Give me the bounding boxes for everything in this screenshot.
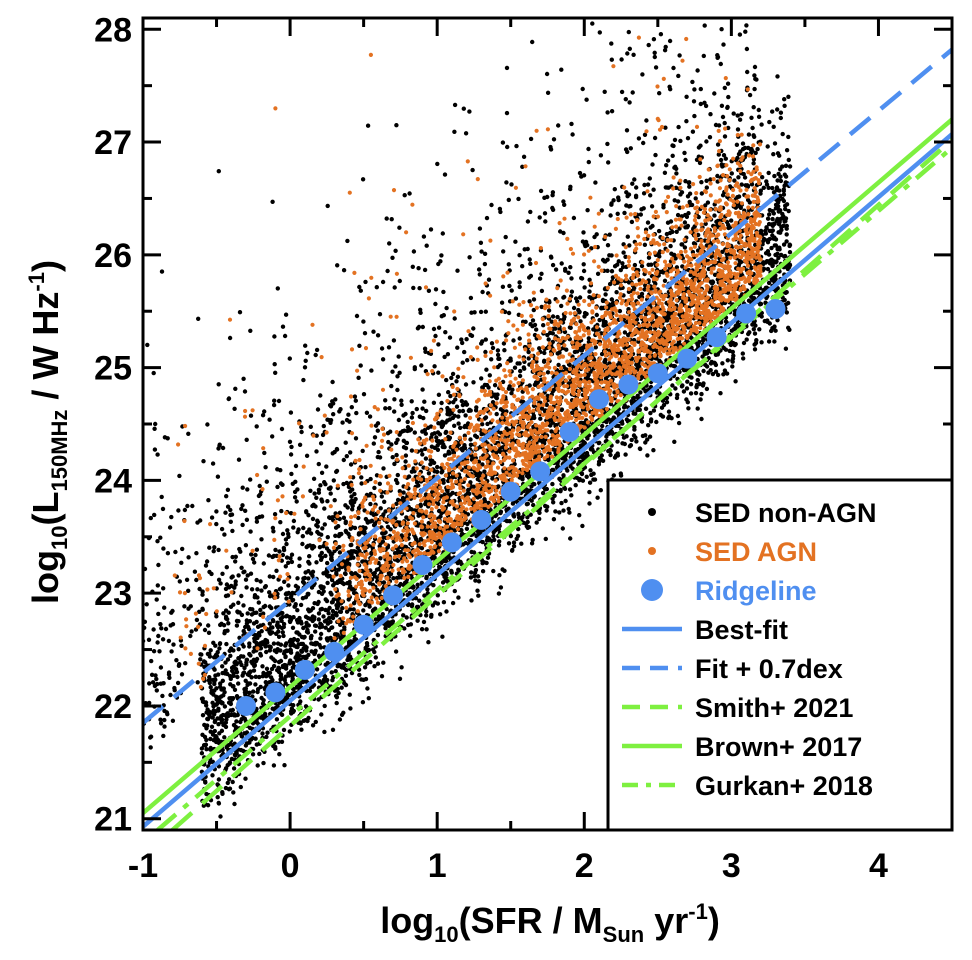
y-axis-title-mid2: / W Hz <box>25 292 66 410</box>
ridgeline-point <box>677 348 698 369</box>
x-axis-title-mid2: yr <box>644 900 688 941</box>
x-tick-label: 4 <box>869 847 888 885</box>
legend: SED non-AGN SED AGN Ridgeline Best-fit Fit +… <box>606 478 954 832</box>
x-axis-title: log10(SFR / MSun yr-1) <box>380 899 720 947</box>
x-tick-label: 0 <box>281 847 300 885</box>
x-tick-label: 1 <box>428 847 447 885</box>
legend-marker <box>648 547 656 555</box>
legend-label: SED non-AGN <box>695 498 877 528</box>
legend-item-best-fit: Best-fit <box>622 615 788 645</box>
y-axis-title-end: ) <box>25 260 66 272</box>
y-tick-label: 27 <box>94 124 132 162</box>
legend-label: SED AGN <box>695 537 817 567</box>
ridgeline-point <box>736 303 757 324</box>
ridgeline-point <box>383 585 404 606</box>
ridgeline-point <box>412 554 433 575</box>
y-axis-title: log10(L150MHz / W Hz-1) <box>24 260 72 604</box>
legend-label: Smith+ 2021 <box>695 693 853 723</box>
y-tick-label: 23 <box>94 575 132 613</box>
ridgeline-point <box>588 389 609 410</box>
ridgeline-point <box>618 374 639 395</box>
scatter-points <box>143 21 793 819</box>
x-axis-title-sup: -1 <box>688 899 708 924</box>
ridgeline-point <box>706 327 727 348</box>
y-tick-label: 24 <box>94 462 132 500</box>
legend-label: Best-fit <box>695 615 788 645</box>
ridgeline-point <box>353 614 374 635</box>
ridgeline-point <box>324 641 345 662</box>
ridgeline-point <box>530 461 551 482</box>
legend-item-fit-0-7dex: Fit + 0.7dex <box>622 654 843 684</box>
non-agn-points <box>143 21 793 819</box>
legend-label: Gurkan+ 2018 <box>695 771 873 801</box>
y-tick-label: 28 <box>94 11 132 49</box>
ridgeline-point <box>500 481 521 502</box>
x-tick-label: 3 <box>722 847 741 885</box>
ridgeline-points <box>235 298 786 716</box>
line-best-fit <box>143 132 952 829</box>
ridgeline-point <box>559 421 580 442</box>
x-axis-title-main: log <box>380 900 434 941</box>
y-axis-title-mid: (L <box>25 492 66 526</box>
x-axis-title-end: ) <box>708 900 720 941</box>
line-gurkan-2018 <box>156 145 952 830</box>
ridgeline-point <box>265 682 286 703</box>
x-tick-label: 2 <box>575 847 594 885</box>
y-tick-label: 25 <box>94 350 132 388</box>
x-axis-title-mid: (SFR / M <box>459 900 603 941</box>
ridgeline-point <box>765 298 786 319</box>
y-tick-label: 26 <box>94 237 132 275</box>
ridgeline-point <box>235 695 256 716</box>
ridgeline-point <box>294 659 315 680</box>
legend-label: Fit + 0.7dex <box>695 654 843 684</box>
ridgeline-point <box>441 532 462 553</box>
legend-marker <box>648 508 656 516</box>
y-axis-title-sub1: 10 <box>47 525 72 549</box>
legend-item-ridgeline: Ridgeline <box>641 576 817 606</box>
legend-label: Brown+ 2017 <box>695 732 862 762</box>
y-tick-label: 22 <box>94 688 132 726</box>
legend-item-sed-agn: SED AGN <box>648 537 817 567</box>
line-fit-0-7dex <box>143 47 952 725</box>
y-axis-title-sup: -1 <box>24 272 49 292</box>
y-tick-label: 21 <box>94 801 132 839</box>
ridgeline-point <box>647 363 668 384</box>
legend-item-brown-2017: Brown+ 2017 <box>622 732 862 762</box>
ridgeline-point <box>471 509 492 530</box>
legend-item-sed-non-agn: SED non-AGN <box>648 498 877 528</box>
x-axis-title-sub1: 10 <box>434 922 458 947</box>
y-axis-title-sub2: 150MHz <box>47 410 72 492</box>
legend-marker <box>641 579 663 601</box>
legend-item-smith-2021: Smith+ 2021 <box>622 693 853 723</box>
legend-item-gurkan-2018: Gurkan+ 2018 <box>622 771 873 801</box>
x-axis-title-sub2: Sun <box>603 922 645 947</box>
x-tick-label: -1 <box>128 847 158 885</box>
legend-label: Ridgeline <box>695 576 817 606</box>
legend-box <box>606 478 954 832</box>
y-axis-title-main: log <box>25 550 66 604</box>
line-smith-2021 <box>170 138 952 830</box>
